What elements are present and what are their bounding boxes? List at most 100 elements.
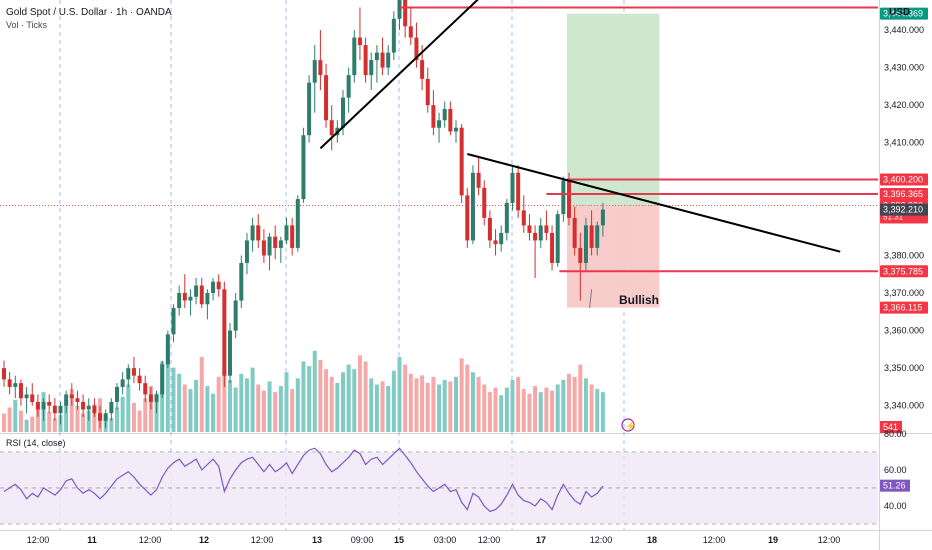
candle-body	[403, 0, 408, 27]
volume-bar	[126, 384, 131, 432]
price-tick-label: 3,370.000	[884, 288, 924, 298]
volume-bar	[600, 392, 605, 432]
candle-body	[216, 281, 221, 290]
price-tick-label: 3,420.000	[884, 100, 924, 110]
candle-body	[318, 60, 323, 76]
volume-bar	[583, 378, 588, 432]
candle-body	[177, 293, 182, 309]
volume-bar	[2, 413, 6, 432]
price-badge-label: 3,392.210	[883, 205, 923, 215]
candle-body	[126, 368, 131, 380]
candle-body	[160, 364, 165, 395]
volume-bar	[13, 399, 18, 432]
candle-body	[544, 225, 549, 233]
volume-bar	[52, 418, 57, 432]
trend-line	[467, 153, 841, 253]
price-tick-label: 3,340.000	[884, 401, 924, 411]
candle-body	[516, 172, 521, 211]
volume-bar	[109, 418, 114, 432]
price-badge-label: 3,375.785	[883, 266, 923, 276]
volume-bar	[397, 356, 402, 432]
volume-bar	[589, 384, 594, 432]
volume-bar	[216, 376, 221, 432]
volume-bar	[487, 392, 492, 432]
time-tick-label: 11	[87, 535, 97, 545]
volume-bar	[482, 384, 487, 432]
volume-bar	[205, 386, 210, 432]
candle-body	[24, 394, 29, 399]
volume-bar	[380, 381, 385, 432]
candle-body	[459, 127, 464, 196]
volume-bar	[335, 382, 340, 432]
volume-bar	[250, 367, 255, 432]
volume-bar	[81, 413, 86, 432]
candle-body	[487, 217, 492, 241]
alert-icon-glyph: ⚡	[625, 420, 636, 432]
volume-bar	[188, 389, 193, 432]
time-tick-label: 12:00	[27, 535, 50, 545]
candle-body	[386, 52, 391, 68]
volume-bar	[510, 379, 515, 432]
candle-body	[595, 225, 600, 248]
candle-body	[278, 240, 283, 248]
target-zone	[567, 13, 660, 206]
candle-body	[329, 120, 334, 136]
candle-body	[182, 293, 187, 301]
volume-bar	[256, 384, 261, 432]
volume-bar	[504, 387, 509, 432]
volume-bar	[459, 358, 464, 432]
candle-body	[454, 127, 458, 132]
volume-bar	[567, 373, 571, 432]
candle-body	[199, 285, 204, 305]
volume-bar	[374, 384, 379, 432]
volume-bar	[222, 369, 227, 432]
volume-bar	[448, 381, 453, 432]
volume-bar	[352, 369, 357, 432]
candle-body	[30, 394, 35, 402]
time-tick-label: 09:00	[351, 535, 374, 545]
volume-label: Vol · Ticks	[6, 20, 48, 30]
volume-bar	[273, 392, 278, 432]
candle-body	[533, 232, 538, 241]
volume-bar	[595, 389, 600, 432]
volume-bar	[143, 398, 148, 432]
volume-bar	[431, 376, 436, 432]
candle-body	[35, 401, 40, 410]
candle-body	[137, 375, 142, 384]
candle-body	[425, 78, 430, 106]
candle-body	[301, 135, 306, 200]
volume-bar	[75, 405, 80, 432]
candle-body	[239, 262, 244, 301]
candle-body	[256, 225, 261, 241]
candle-body	[408, 26, 413, 38]
price-badge	[880, 173, 928, 186]
volume-bar	[69, 389, 74, 432]
rsi-tick-label: 60.00	[884, 465, 907, 475]
candle-body	[267, 236, 272, 256]
volume-bar	[137, 410, 142, 432]
volume-badge-label: 541	[883, 422, 898, 432]
volume-bar	[391, 370, 396, 432]
candle-body	[414, 37, 419, 61]
candle-body	[391, 18, 396, 53]
candle-body	[527, 225, 532, 233]
arrow-marker	[589, 289, 593, 309]
volume-bar	[177, 373, 182, 432]
candle-body	[47, 401, 52, 406]
candle-body	[589, 225, 594, 248]
price-tick-label: 3,360.000	[884, 326, 924, 336]
candle-body	[600, 209, 605, 226]
position-label: Bullish	[619, 293, 659, 307]
trend-line	[319, 0, 479, 150]
candle-body	[284, 225, 289, 241]
candle-body	[499, 232, 504, 245]
candle-body	[154, 394, 159, 402]
candle-body	[81, 401, 86, 410]
candle-body	[233, 300, 238, 331]
volume-bar	[199, 356, 204, 432]
volume-bar	[284, 372, 289, 432]
volume-bar	[47, 412, 52, 432]
volume-bar	[35, 409, 40, 432]
